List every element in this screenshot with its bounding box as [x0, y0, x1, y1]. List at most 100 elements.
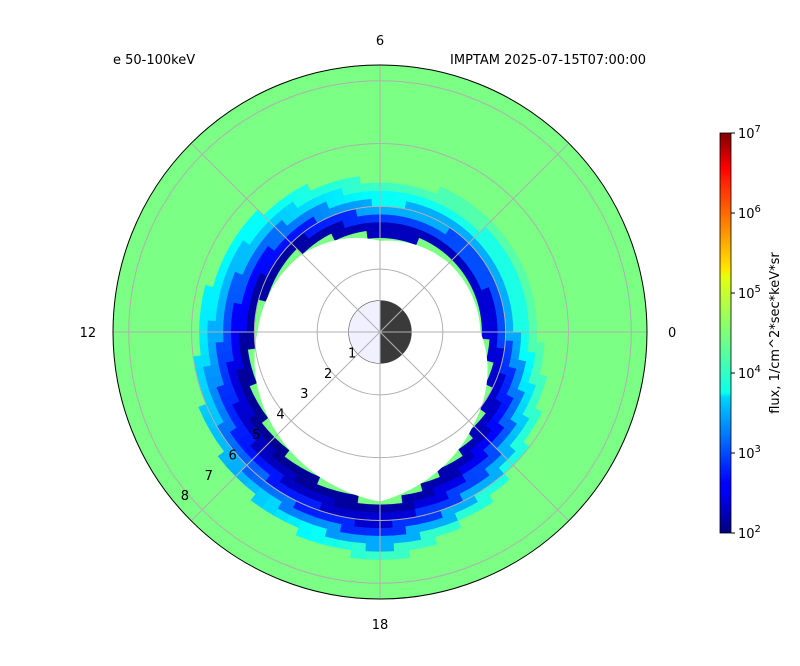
flux-cell	[391, 503, 404, 513]
flux-cell	[379, 198, 389, 207]
flux-cell	[527, 311, 537, 323]
flux-cell	[392, 230, 401, 240]
flux-cell	[246, 331, 255, 341]
flux-cell	[379, 504, 393, 513]
flux-cell	[481, 324, 491, 333]
flux-cell	[513, 322, 522, 333]
flux-cell	[379, 206, 389, 215]
flux-cell	[373, 229, 381, 239]
radial-tick-label: 4	[276, 408, 284, 423]
flux-cell	[385, 229, 394, 239]
flux-cell	[393, 222, 402, 233]
radial-tick-label: 6	[229, 448, 237, 463]
flux-cell	[496, 339, 506, 349]
flux-cell	[528, 321, 538, 333]
flux-cell	[207, 331, 216, 344]
flux-cell	[513, 331, 522, 342]
flux-cell	[379, 519, 394, 529]
flux-cell	[230, 312, 241, 323]
flux-cell	[238, 331, 247, 342]
flux-cell	[379, 182, 390, 192]
flux-cell	[379, 229, 387, 239]
flux-cell	[497, 323, 506, 333]
flux-cell	[394, 214, 404, 225]
flux-cell	[363, 206, 373, 216]
flux-cell	[207, 309, 217, 322]
flux-cell	[386, 214, 396, 224]
colorbar-tick-label: 105	[738, 284, 761, 302]
flux-cell	[349, 176, 361, 186]
flux-cell	[199, 343, 209, 356]
flux-cell	[352, 534, 367, 544]
radial-tick-label: 1	[348, 346, 356, 361]
flux-cell	[372, 213, 381, 223]
flux-cell	[199, 331, 208, 345]
colorbar-label: flux, 1/cm^2*sec*keV*sr	[768, 252, 783, 414]
flux-cell	[365, 535, 381, 545]
flux-cell	[353, 526, 368, 536]
flux-cell	[487, 346, 498, 356]
colorbar-tick-label: 102	[738, 524, 761, 542]
flux-cell	[398, 183, 410, 194]
grid-spoke	[379, 331, 570, 522]
flux-cell	[489, 324, 499, 333]
flux-cell	[223, 311, 233, 323]
mlt-tick-label: 6	[376, 34, 384, 49]
flux-cell	[246, 314, 256, 324]
flux-cell	[371, 206, 381, 215]
flux-cell	[362, 198, 372, 208]
mlt-tick-label: 18	[372, 618, 389, 633]
radial-tick-label: 2	[324, 367, 332, 382]
flux-cell	[230, 331, 240, 342]
flux-cell	[214, 321, 224, 333]
flux-cell	[223, 341, 233, 353]
flux-cell	[379, 512, 393, 521]
flux-cell	[527, 341, 537, 353]
flux-cell	[366, 229, 375, 239]
flux-cell	[512, 340, 522, 351]
flux-cell	[389, 182, 400, 193]
flux-cell	[364, 551, 381, 560]
flux-cell	[535, 342, 545, 354]
chart-title-left: e 50-100keV	[113, 53, 195, 68]
flux-cell	[505, 323, 514, 333]
flux-cell	[393, 534, 408, 544]
flux-cell	[445, 520, 462, 534]
flux-cell	[364, 214, 374, 224]
flux-cell	[214, 331, 224, 343]
flux-cell	[529, 408, 543, 423]
flux-cell	[504, 314, 514, 324]
flux-cell	[372, 221, 381, 231]
grid-spoke	[190, 331, 381, 522]
flux-cell	[238, 313, 248, 324]
flux-cell	[505, 331, 514, 341]
radial-tick-label: 5	[252, 428, 260, 443]
flux-cell	[379, 221, 388, 231]
flux-cell	[388, 198, 398, 208]
flux-cell	[528, 331, 538, 343]
colorbar-ticks: 102 103 104 105 106 107	[731, 124, 761, 542]
flux-cell	[215, 310, 225, 322]
flux-cell	[371, 198, 381, 207]
radial-tick-label: 7	[205, 469, 213, 484]
flux-cell	[520, 331, 530, 342]
colorbar-tick-label: 103	[738, 444, 761, 462]
flux-cell	[488, 338, 498, 348]
flux-cell	[489, 331, 499, 340]
flux-cell	[421, 536, 438, 548]
flux-cell	[386, 222, 395, 232]
flux-cell	[526, 301, 536, 313]
colorbar-gradient	[719, 132, 732, 534]
flux-cell	[365, 543, 381, 553]
flux-cell	[392, 526, 407, 536]
flux-cell	[379, 543, 395, 553]
flux-cell	[246, 340, 256, 350]
flux-cell	[365, 222, 374, 232]
grid-spoke	[190, 142, 381, 333]
flux-cell	[519, 341, 530, 352]
flux-cell	[367, 512, 381, 521]
mlt-tick-label: 0	[668, 326, 676, 341]
flux-cell	[477, 494, 494, 510]
flux-cell	[222, 321, 232, 333]
